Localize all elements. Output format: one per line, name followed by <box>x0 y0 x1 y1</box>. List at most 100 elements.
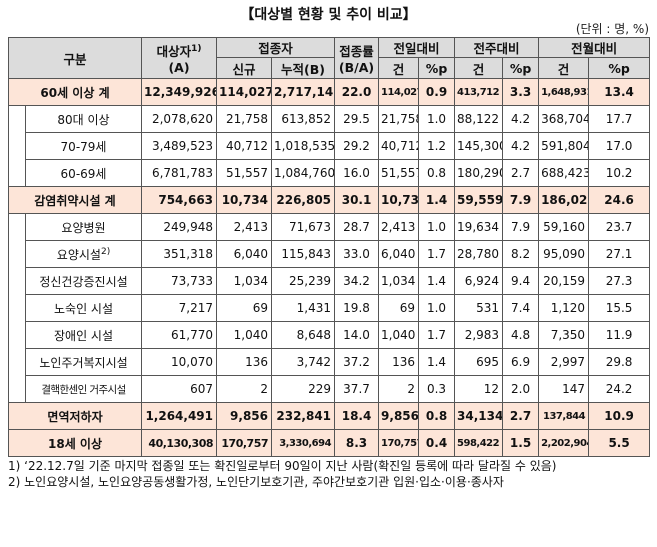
new-cell: 40,712 <box>216 132 273 160</box>
month-count-cell: 2,202,904 <box>538 429 590 457</box>
header-cumulative: 누적(B) <box>271 57 336 79</box>
week-pct-cell: 8.2 <box>502 240 540 268</box>
week-count-cell: 88,122 <box>454 105 504 133</box>
target-cell: 754,663 <box>141 186 218 214</box>
month-count-cell: 591,804 <box>538 132 590 160</box>
cumulative-cell: 1,018,535 <box>271 132 336 160</box>
table-row: 60-69세 6,781,783 51,557 1,084,760 16.0 5… <box>9 159 651 187</box>
row-label: 18세 이상 <box>7 429 143 457</box>
target-cell: 607 <box>141 375 218 403</box>
day-pct-cell: 1.2 <box>418 132 456 160</box>
cumulative-cell: 1,084,760 <box>271 159 336 187</box>
new-cell: 21,758 <box>216 105 273 133</box>
cumulative-cell: 71,673 <box>271 213 336 241</box>
header-week-count: 건 <box>454 57 504 79</box>
footnote-1: 1) ‘22.12.7일 기준 마지막 접종일 또는 확진일로부터 90일이 지… <box>8 459 557 473</box>
month-pct-cell: 5.5 <box>588 429 651 457</box>
day-count-cell: 21,758 <box>378 105 420 133</box>
month-count-cell: 137,844 <box>538 402 590 430</box>
row-label: 감염취약시설 계 <box>7 186 143 214</box>
table-row: 18세 이상 40,130,308 170,757 3,330,694 8.3 … <box>7 429 651 457</box>
week-count-cell: 28,780 <box>454 240 504 268</box>
header-rate: 접종률 (B/A) <box>334 37 380 79</box>
new-cell: 1,034 <box>216 267 273 295</box>
month-pct-cell: 27.3 <box>588 267 651 295</box>
cumulative-cell: 232,841 <box>271 402 336 430</box>
week-pct-cell: 4.2 <box>502 105 540 133</box>
cumulative-cell: 8,648 <box>271 321 336 349</box>
day-pct-cell: 0.8 <box>418 402 456 430</box>
week-count-cell: 19,634 <box>454 213 504 241</box>
week-count-cell: 2,983 <box>454 321 504 349</box>
rate-cell: 22.0 <box>334 78 380 106</box>
day-pct-cell: 1.4 <box>418 348 456 376</box>
week-pct-cell: 7.9 <box>502 186 540 214</box>
table-row: 장애인 시설 61,770 1,040 8,648 14.0 1,040 1.7… <box>9 321 651 349</box>
table-row: 70-79세 3,489,523 40,712 1,018,535 29.2 4… <box>9 132 651 160</box>
rate-cell: 8.3 <box>334 429 380 457</box>
header-target: 대상자1) (A) <box>141 37 218 79</box>
header-prev-day: 전일대비 <box>378 37 456 58</box>
day-pct-cell: 1.7 <box>418 321 456 349</box>
week-count-cell: 34,134 <box>454 402 504 430</box>
month-count-cell: 368,704 <box>538 105 590 133</box>
week-pct-cell: 4.8 <box>502 321 540 349</box>
day-pct-cell: 1.4 <box>418 267 456 295</box>
rate-cell: 29.2 <box>334 132 380 160</box>
week-count-cell: 6,924 <box>454 267 504 295</box>
rate-cell: 18.4 <box>334 402 380 430</box>
month-count-cell: 59,160 <box>538 213 590 241</box>
table-row: 면역저하자 1,264,491 9,856 232,841 18.4 9,856… <box>7 402 651 430</box>
rate-cell: 30.1 <box>334 186 380 214</box>
month-pct-cell: 10.9 <box>588 402 651 430</box>
week-pct-cell: 4.2 <box>502 132 540 160</box>
day-pct-cell: 1.0 <box>418 105 456 133</box>
day-count-cell: 10,734 <box>378 186 420 214</box>
day-count-cell: 40,712 <box>378 132 420 160</box>
header-day-count: 건 <box>378 57 420 79</box>
new-cell: 51,557 <box>216 159 273 187</box>
week-pct-cell: 2.7 <box>502 159 540 187</box>
week-pct-cell: 2.7 <box>502 402 540 430</box>
month-pct-cell: 29.8 <box>588 348 651 376</box>
table-row: 감염취약시설 계 754,663 10,734 226,805 30.1 10,… <box>7 186 651 214</box>
rate-cell: 29.5 <box>334 105 380 133</box>
table-row: 요양시설2) 351,318 6,040 115,843 33.0 6,040 … <box>9 240 651 268</box>
day-pct-cell: 1.0 <box>418 294 456 322</box>
new-cell: 69 <box>216 294 273 322</box>
day-count-cell: 114,027 <box>378 78 420 106</box>
target-cell: 1,264,491 <box>141 402 218 430</box>
new-cell: 1,040 <box>216 321 273 349</box>
new-cell: 2,413 <box>216 213 273 241</box>
table-row: 노인주거복지시설 10,070 136 3,742 37.2 136 1.4 6… <box>9 348 651 376</box>
week-pct-cell: 7.9 <box>502 213 540 241</box>
month-count-cell: 95,090 <box>538 240 590 268</box>
week-count-cell: 695 <box>454 348 504 376</box>
row-label: 80대 이상 <box>24 105 143 133</box>
target-cell: 40,130,308 <box>141 429 218 457</box>
day-pct-cell: 1.0 <box>418 213 456 241</box>
row-label: 정신건강증진시설 <box>24 267 143 295</box>
month-count-cell: 7,350 <box>538 321 590 349</box>
rate-cell: 14.0 <box>334 321 380 349</box>
week-count-cell: 413,712 <box>454 78 504 106</box>
month-pct-cell: 10.2 <box>588 159 651 187</box>
target-cell: 12,349,926 <box>141 78 218 106</box>
day-count-cell: 9,856 <box>378 402 420 430</box>
header-new: 신규 <box>216 57 273 79</box>
week-count-cell: 598,422 <box>454 429 504 457</box>
month-pct-cell: 11.9 <box>588 321 651 349</box>
table-row: 노숙인 시설 7,217 69 1,431 19.8 69 1.0 531 7.… <box>9 294 651 322</box>
target-cell: 73,733 <box>141 267 218 295</box>
week-count-cell: 12 <box>454 375 504 403</box>
month-count-cell: 1,120 <box>538 294 590 322</box>
month-count-cell: 1,648,931 <box>538 78 590 106</box>
target-cell: 3,489,523 <box>141 132 218 160</box>
month-pct-cell: 15.5 <box>588 294 651 322</box>
month-pct-cell: 24.2 <box>588 375 651 403</box>
week-pct-cell: 9.4 <box>502 267 540 295</box>
cumulative-cell: 3,330,694 <box>271 429 336 457</box>
cumulative-cell: 3,742 <box>271 348 336 376</box>
month-pct-cell: 24.6 <box>588 186 651 214</box>
month-count-cell: 20,159 <box>538 267 590 295</box>
